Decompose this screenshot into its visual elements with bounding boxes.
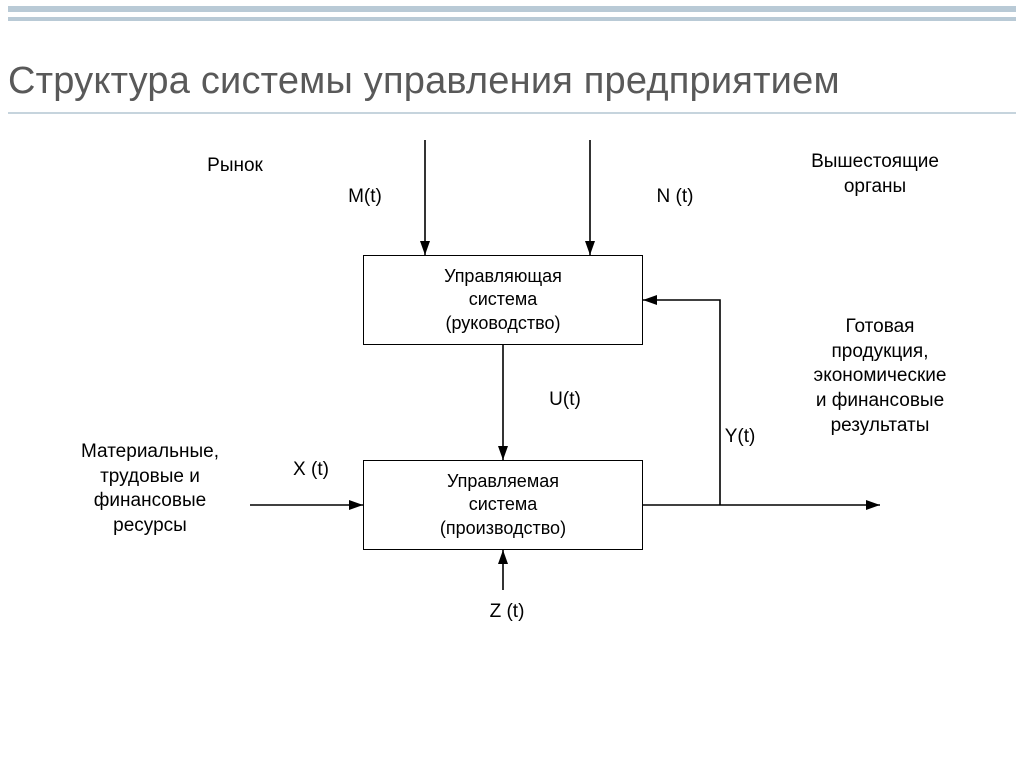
label-mt: M(t): [335, 185, 395, 210]
top-accent-bar: [0, 0, 1024, 30]
node-managed: Управляемаясистема(производство): [363, 460, 643, 550]
label-resources: Материальные,трудовые ифинансовыересурсы: [45, 440, 255, 539]
label-xt: X (t): [276, 458, 346, 483]
page-title: Структура системы управления предприятие…: [8, 60, 840, 103]
title-underline: [8, 112, 1016, 114]
slide: Структура системы управления предприятие…: [0, 0, 1024, 767]
label-nt: N (t): [640, 185, 710, 210]
label-ut: U(t): [535, 388, 595, 413]
node-control: Управляющаясистема(руководство): [363, 255, 643, 345]
label-zt: Z (t): [472, 600, 542, 625]
diagram-canvas: Управляющаясистема(руководство) Управляем…: [0, 120, 1024, 760]
label-superior: Вышестоящиеорганы: [775, 150, 975, 199]
label-market: Рынок: [175, 154, 295, 179]
label-yt: Y(t): [710, 425, 770, 450]
accent-line-1: [8, 6, 1016, 12]
label-products: Готоваяпродукция,экономическиеи финансов…: [775, 315, 985, 438]
accent-line-2: [8, 17, 1016, 21]
